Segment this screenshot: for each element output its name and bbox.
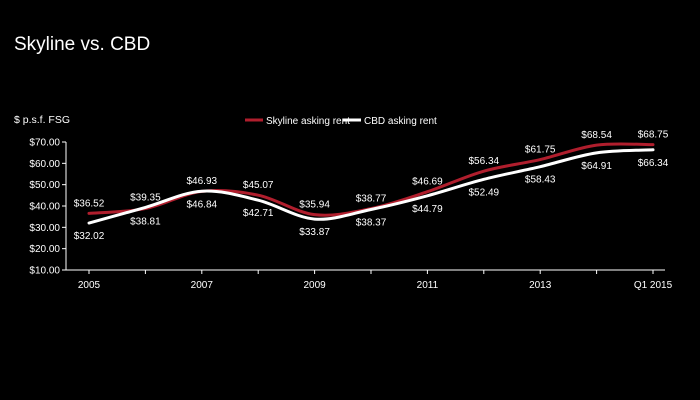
y-tick-label: $10.00 <box>29 266 60 277</box>
cbd-data-label: $44.79 <box>412 204 443 215</box>
x-tick-label: 2009 <box>303 280 326 291</box>
skyline-data-label: $56.34 <box>469 156 500 167</box>
x-tick-label: 2005 <box>78 280 101 291</box>
cbd-data-label: $58.43 <box>525 175 556 186</box>
slide-title: Skyline vs. CBD <box>14 34 151 55</box>
y-tick-label: $50.00 <box>29 180 60 191</box>
cbd-data-label: $64.91 <box>581 161 612 172</box>
skyline-legend-label: Skyline asking rent <box>266 116 350 127</box>
y-tick-label: $40.00 <box>29 202 60 213</box>
y-tick-label: $30.00 <box>29 223 60 234</box>
cbd-legend-label: CBD asking rent <box>364 116 437 127</box>
x-tick-label: 2007 <box>191 280 214 291</box>
skyline-data-label: $61.75 <box>525 145 556 156</box>
data-labels: $36.52 $38.81 $46.84 $45.07 $35.94 $38.77 $46.… <box>74 130 669 242</box>
x-axis: 2005 2007 2009 2011 2013 Q1 2015 <box>66 269 673 291</box>
y-axis: $10.00 $20.00 $30.00 $40.00 $50.00 $60.00 $70.… <box>29 138 67 277</box>
cbd-data-label: $42.71 <box>243 208 274 219</box>
skyline-data-label: $46.69 <box>412 177 443 188</box>
skyline-data-label: $68.54 <box>581 130 612 141</box>
cbd-data-label: $46.93 <box>187 176 218 187</box>
y-tick-label: $70.00 <box>29 138 60 149</box>
x-tick-label: Q1 2015 <box>634 280 673 291</box>
skyline-data-label: $68.75 <box>638 130 669 141</box>
x-tick-label: 2011 <box>417 280 439 291</box>
skyline-data-label: $36.52 <box>74 198 105 209</box>
cbd-data-label: $32.02 <box>74 231 105 242</box>
skyline-data-label: $38.81 <box>130 217 161 228</box>
cbd-data-label: $39.35 <box>130 192 161 203</box>
y-tick-label: $20.00 <box>29 244 60 255</box>
legend: Skyline asking rent CBD asking rent <box>245 116 437 127</box>
skyline-data-label: $38.77 <box>356 194 387 205</box>
x-tick-label: 2013 <box>529 280 552 291</box>
skyline-data-label: $35.94 <box>299 200 330 211</box>
cbd-data-label: $33.87 <box>299 227 330 238</box>
series-lines <box>87 142 655 225</box>
cbd-data-label: $66.34 <box>638 158 669 169</box>
cbd-data-label: $38.37 <box>356 217 387 228</box>
skyline-data-label: $46.84 <box>187 199 218 210</box>
skyline-data-label: $45.07 <box>243 180 274 191</box>
cbd-series-line <box>87 148 655 225</box>
y-tick-label: $60.00 <box>29 159 60 170</box>
y-axis-unit-label: $ p.s.f. FSG <box>14 114 70 126</box>
cbd-data-label: $52.49 <box>469 187 500 198</box>
